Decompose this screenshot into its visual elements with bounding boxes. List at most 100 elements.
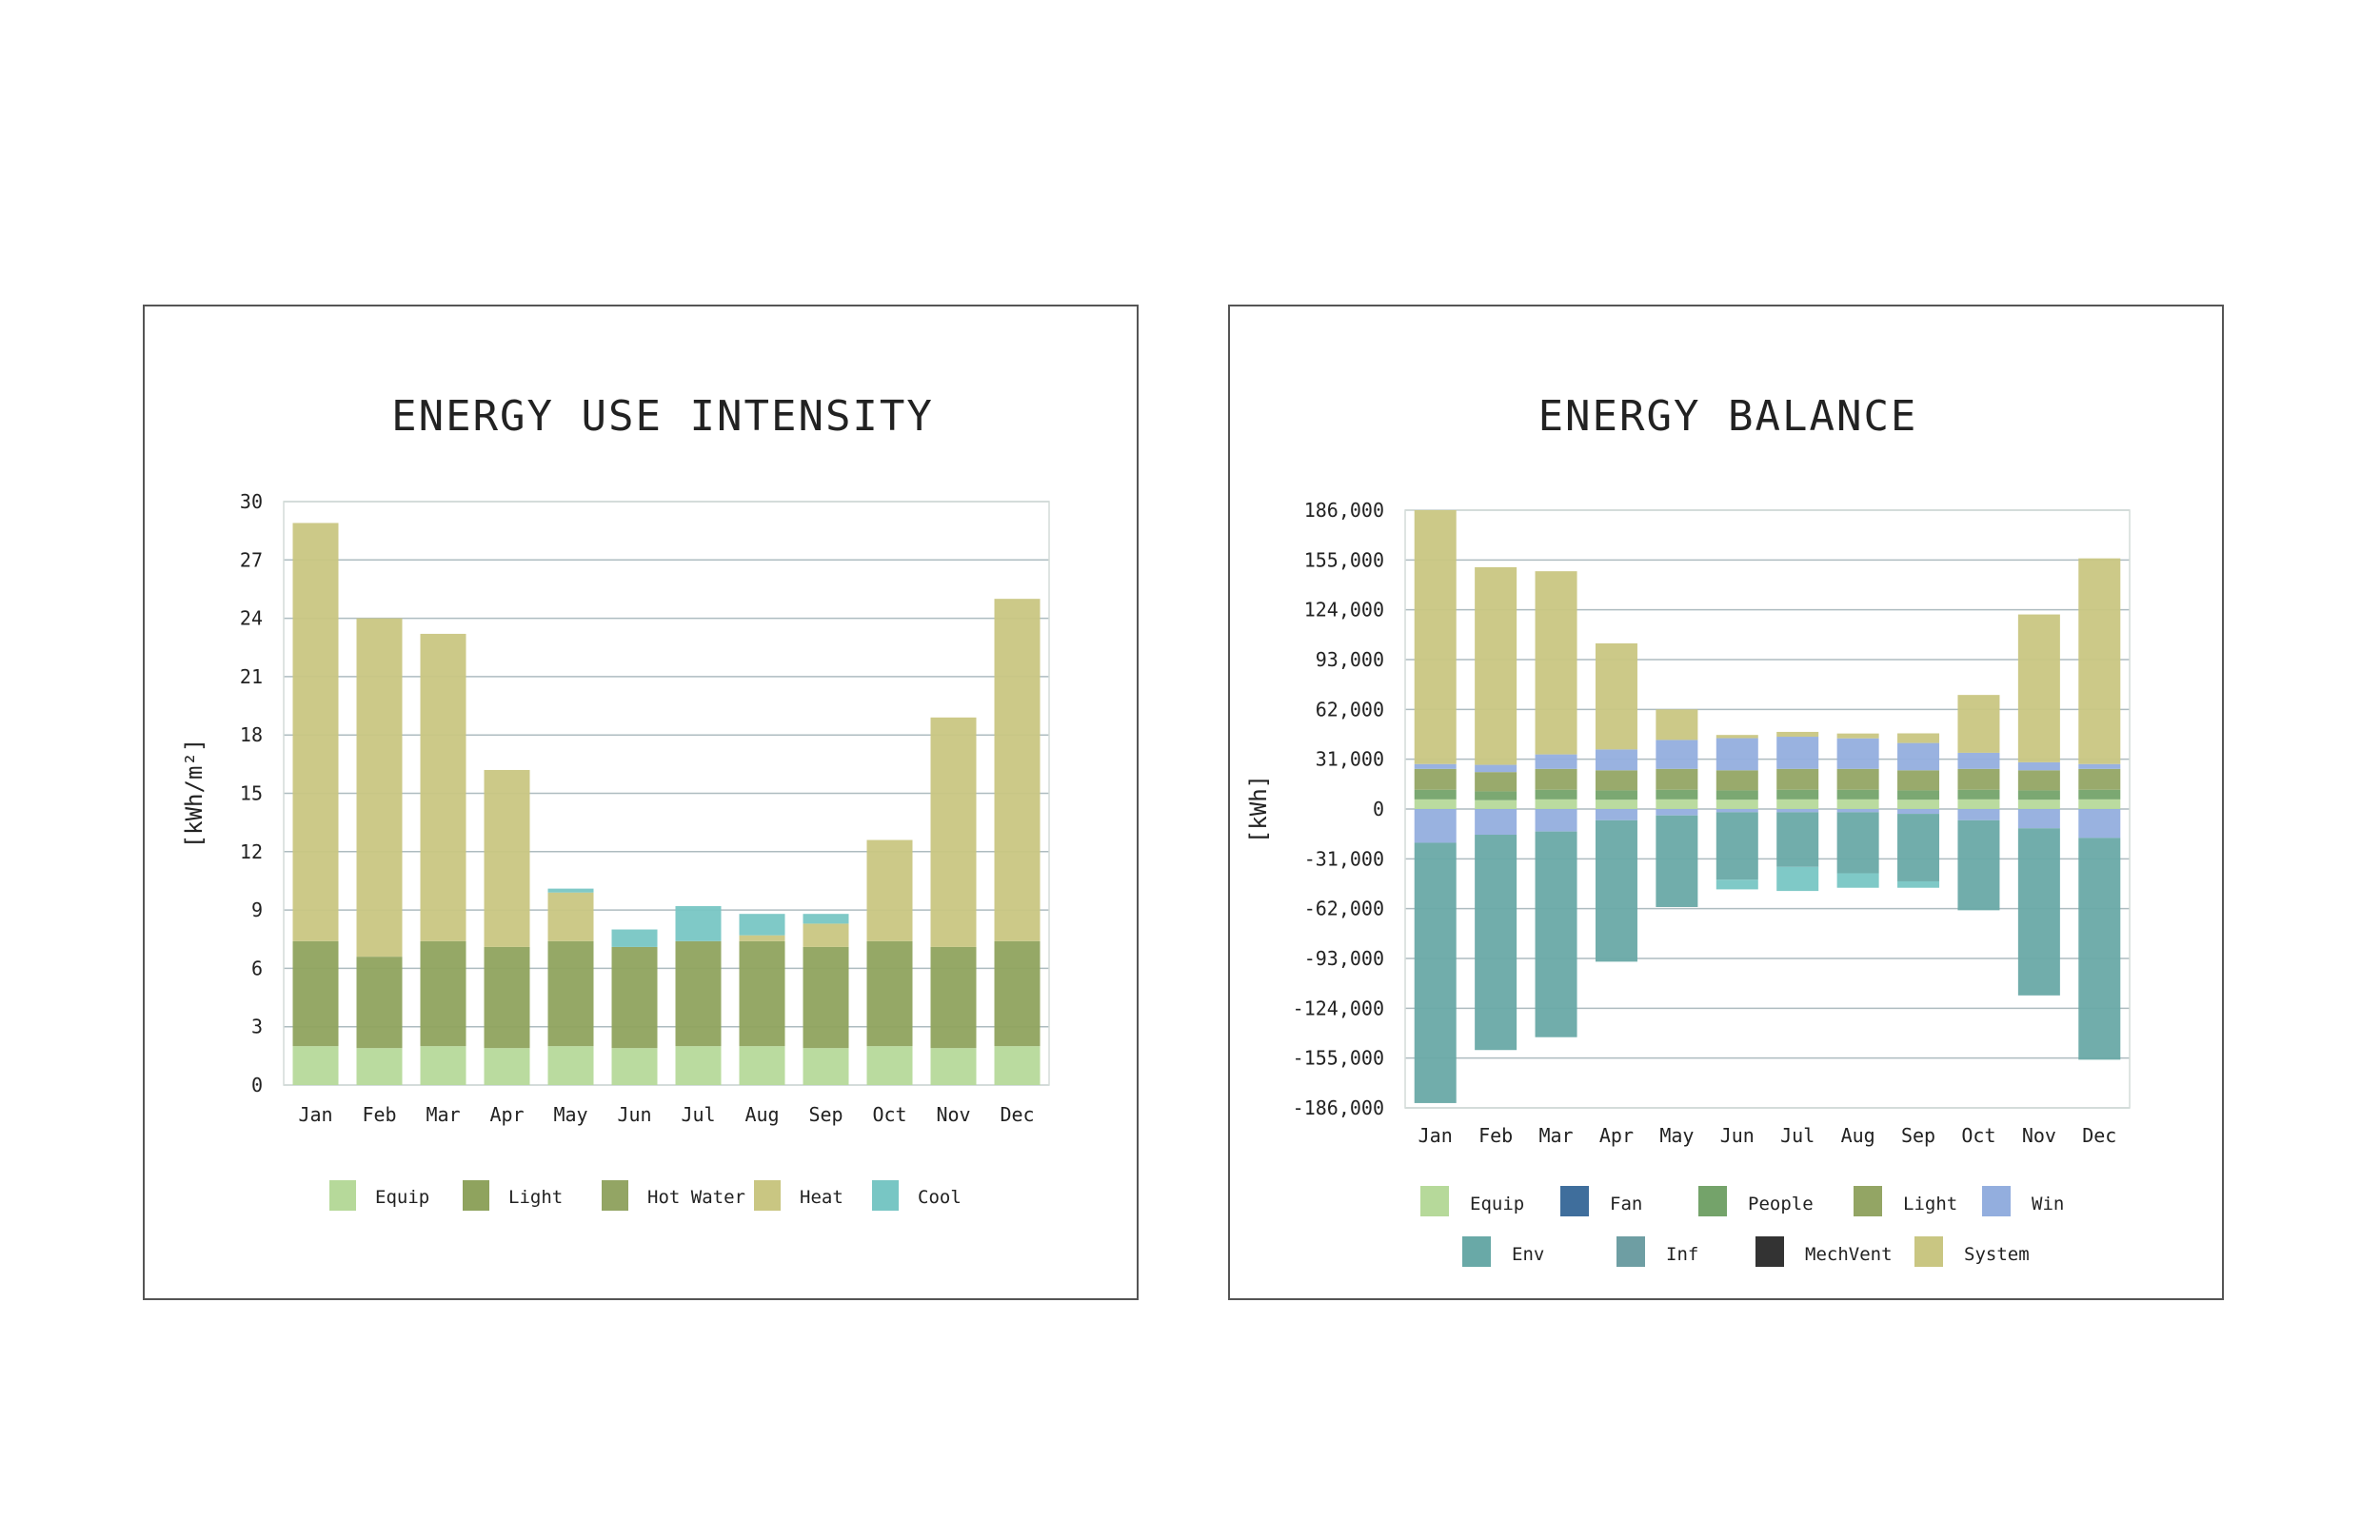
bar-segment-win-loss — [1475, 809, 1517, 836]
bar-segment-system — [1595, 642, 1637, 750]
y-tick-label: 3 — [251, 1016, 263, 1038]
bar-segment-system — [1957, 695, 2000, 753]
bar-segment-env-loss — [1414, 842, 1457, 1103]
x-tick-label: Aug — [744, 1103, 779, 1126]
bar-segment-win — [1656, 740, 1698, 769]
y-tick-label: 31,000 — [1316, 748, 1384, 771]
y-axis-label: [kWh/m²] — [181, 739, 208, 849]
bar-segment-env-loss — [1595, 819, 1637, 962]
bar-segment-cool — [611, 929, 658, 947]
bar-segment-light — [866, 940, 913, 1047]
x-tick-label: Oct — [1961, 1124, 1995, 1147]
bar-segment-win — [1897, 742, 1940, 771]
bar-segment-light — [484, 946, 530, 1049]
bar-segment-equip — [1475, 800, 1517, 809]
bar-segment-equip — [1897, 800, 1940, 809]
bar-segment-light — [930, 946, 977, 1049]
y-tick-label: 93,000 — [1316, 648, 1384, 671]
x-tick-label: Oct — [872, 1103, 906, 1126]
bar-segment-light — [292, 940, 339, 1047]
legend-swatch — [329, 1180, 356, 1211]
legend-label: Light — [1903, 1194, 1957, 1214]
bar-segment-light — [1716, 770, 1758, 791]
y-tick-label: 62,000 — [1316, 698, 1384, 721]
legend-label: Hot Water — [647, 1187, 745, 1208]
bar-segment-people — [1897, 790, 1940, 800]
bar-segment-env-loss — [1897, 814, 1940, 881]
bar-segment-win — [1595, 749, 1637, 771]
bar-segment-system — [1535, 571, 1577, 755]
y-tick-label: 30 — [240, 490, 263, 513]
bar-segment-env-loss — [1716, 812, 1758, 880]
y-tick-label: 155,000 — [1304, 548, 1384, 571]
bar-segment-win — [1957, 752, 2000, 769]
legend-swatch — [1698, 1186, 1727, 1216]
bar-segment-equip — [2017, 800, 2060, 809]
bar-segment-system — [1414, 510, 1457, 764]
bar-segment-heat — [292, 523, 339, 941]
bar-segment-win — [2078, 763, 2121, 769]
bar-segment-heat — [739, 935, 785, 941]
bar-segment-system — [1475, 566, 1517, 765]
bar-segment-people — [1595, 790, 1637, 800]
bar-segment-people — [1656, 789, 1698, 800]
bar-segment-system — [1897, 733, 1940, 743]
legend-swatch — [1854, 1186, 1882, 1216]
bar-segment-env-loss — [1836, 812, 1879, 874]
bar-segment-light — [420, 940, 466, 1047]
bar-segment-equip — [866, 1046, 913, 1085]
x-tick-label: Jul — [1780, 1124, 1815, 1147]
energy-use-intensity-chart: ENERGY USE INTENSITY 0 3 6 9 12 15 18 21 24 27 30 [k… — [181, 392, 1050, 1211]
bar-segment-people — [1836, 789, 1879, 800]
bar-segment-people — [2078, 789, 2121, 800]
bar-segment-equip — [994, 1046, 1041, 1085]
x-tick-label: Jan — [298, 1103, 332, 1126]
legend-swatch — [1755, 1236, 1784, 1267]
x-tick-label: Jan — [1418, 1124, 1453, 1147]
bar-segment-people — [1535, 789, 1577, 800]
bar-segment-people — [1414, 789, 1457, 800]
bar-segment-light — [1414, 768, 1457, 790]
bar-segment-env-loss — [1475, 835, 1517, 1051]
bar-segment-people — [1716, 790, 1758, 800]
y-tick-label: -31,000 — [1304, 847, 1384, 870]
x-tick-label: May — [1659, 1124, 1694, 1147]
bar-segment-light — [1957, 768, 2000, 790]
bar-segment-people — [1776, 789, 1819, 800]
bar-segment-cool — [547, 888, 594, 893]
legend-label: MechVent — [1805, 1244, 1893, 1265]
bar-segment-equip — [1595, 800, 1637, 809]
energy-balance-panel: ENERGY BALANCE -186,000 -155,000 -124,000 -9… — [1228, 305, 2224, 1300]
bar-segment-equip — [1957, 799, 2000, 809]
bar-segment-light — [547, 940, 594, 1047]
bar-segment-env-loss — [1535, 831, 1577, 1037]
bar-segment-env-loss — [1776, 812, 1819, 867]
bar-segment-light — [1836, 768, 1879, 790]
y-tick-label: 0 — [251, 1074, 263, 1096]
bar-segment-equip — [739, 1046, 785, 1085]
bar-segment-equip — [1836, 799, 1879, 809]
bar-segment-heat — [930, 717, 977, 947]
bar-segment-system — [2078, 558, 2121, 764]
bar-segment-env-loss — [2017, 828, 2060, 996]
legend-label: Equip — [1470, 1194, 1524, 1214]
bar-segment-win-loss — [2078, 809, 2121, 839]
bar-segment-win-loss — [1716, 809, 1758, 813]
y-tick-label: 24 — [240, 607, 263, 630]
legend-swatch — [1560, 1186, 1589, 1216]
legend-swatch — [1982, 1186, 2011, 1216]
bar-segment-win-loss — [1414, 809, 1457, 843]
bar-segment-heat — [547, 892, 594, 941]
y-tick-label: -186,000 — [1293, 1096, 1384, 1119]
bar-segment-equip — [2078, 799, 2121, 809]
bar-segment-heat — [803, 923, 849, 947]
bar-segment-light — [2078, 768, 2121, 790]
bar-segment-cool-loss — [1776, 866, 1819, 892]
legend-label: Light — [508, 1187, 563, 1208]
legend-label: Inf — [1666, 1244, 1698, 1265]
bar-segment-light — [675, 940, 722, 1047]
x-tick-label: Dec — [1000, 1103, 1034, 1126]
bar-segment-light — [1897, 770, 1940, 791]
bar-segment-equip — [611, 1048, 658, 1085]
y-tick-label: -155,000 — [1293, 1047, 1384, 1070]
